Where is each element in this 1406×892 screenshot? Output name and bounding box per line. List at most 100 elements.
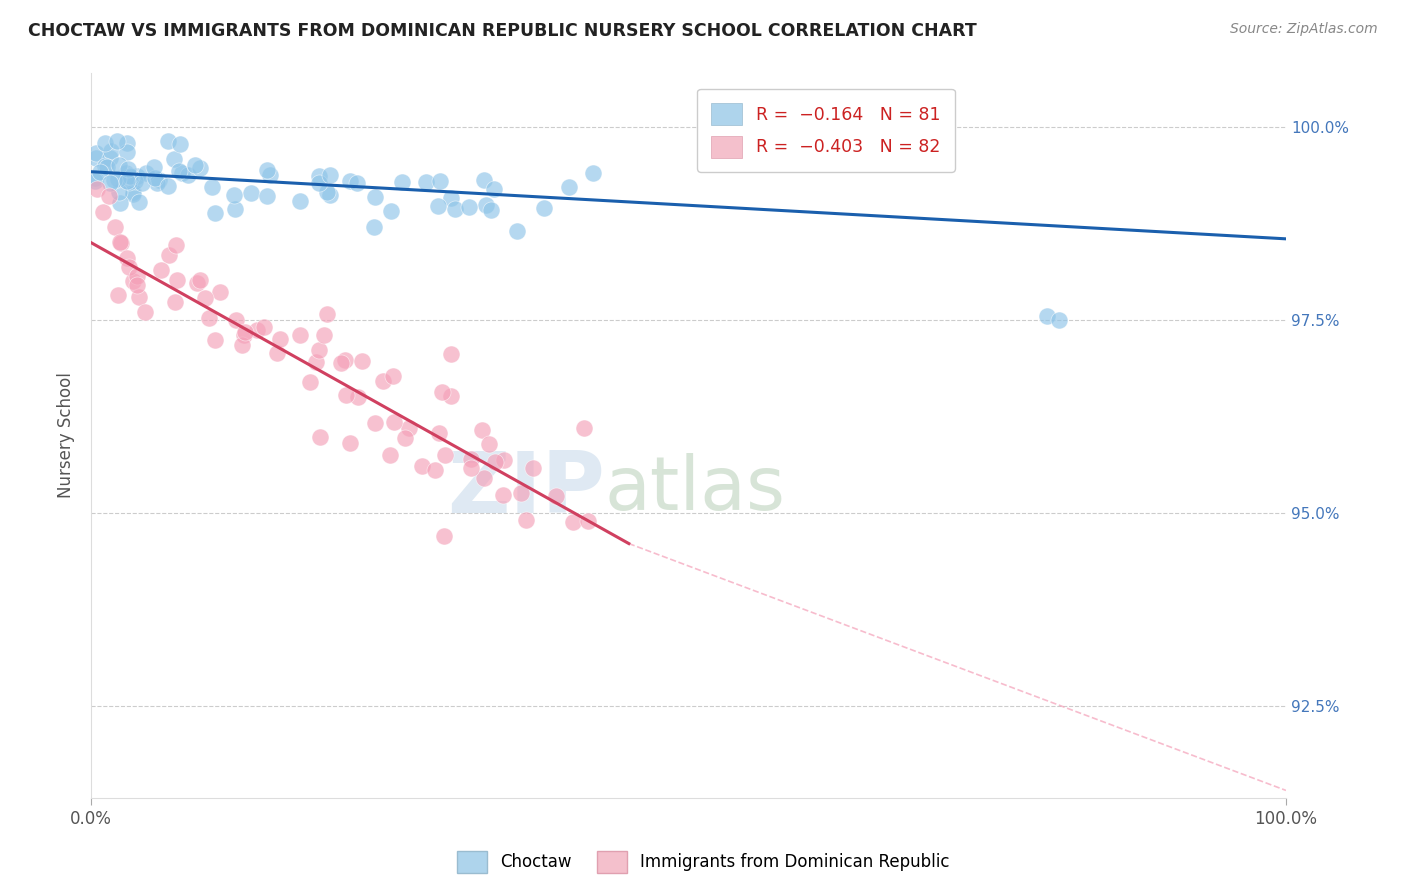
Point [89, 165, 111, 179]
Point [135, 166, 157, 180]
Point [427, 426, 450, 441]
Point [107, 287, 129, 301]
Point [225, 313, 247, 327]
Point [471, 423, 494, 437]
Text: atlas: atlas [605, 453, 786, 526]
Point [460, 461, 482, 475]
Point [298, 375, 321, 389]
Point [346, 176, 368, 190]
Point [107, 158, 129, 172]
Point [204, 206, 226, 220]
Point [429, 174, 451, 188]
Point [240, 186, 263, 200]
Point [108, 235, 131, 249]
Point [347, 390, 370, 404]
Point [515, 513, 537, 527]
Point [122, 274, 145, 288]
Point [91, 204, 114, 219]
Point [339, 436, 361, 450]
Point [121, 187, 143, 202]
Point [156, 178, 179, 193]
Point [125, 269, 148, 284]
Point [308, 176, 330, 190]
Point [188, 161, 211, 175]
Point [84, 171, 107, 186]
Point [121, 186, 143, 200]
Point [246, 323, 269, 337]
Point [105, 134, 128, 148]
Point [363, 416, 385, 430]
Point [425, 463, 447, 477]
Point [582, 166, 605, 180]
Point [363, 219, 385, 234]
Point [381, 369, 404, 384]
Point [432, 385, 454, 400]
Point [266, 346, 288, 360]
Point [127, 169, 149, 184]
Point [118, 175, 141, 189]
Point [256, 189, 278, 203]
Point [308, 169, 330, 184]
Point [165, 238, 187, 252]
Point [394, 431, 416, 445]
Point [146, 176, 169, 190]
Point [149, 263, 172, 277]
Point [546, 489, 568, 503]
Point [142, 161, 165, 175]
Point [170, 166, 193, 180]
Point [256, 163, 278, 178]
Point [316, 307, 339, 321]
Point [194, 291, 217, 305]
Point [108, 185, 131, 199]
Point [169, 136, 191, 151]
Point [380, 448, 402, 462]
Point [335, 388, 357, 402]
Point [305, 354, 328, 368]
Point [86, 182, 108, 196]
Text: Source: ZipAtlas.com: Source: ZipAtlas.com [1230, 22, 1378, 37]
Point [107, 171, 129, 186]
Text: CHOCTAW VS IMMIGRANTS FROM DOMINICAN REPUBLIC NURSERY SCHOOL CORRELATION CHART: CHOCTAW VS IMMIGRANTS FROM DOMINICAN REP… [28, 22, 977, 40]
Point [440, 191, 463, 205]
Point [117, 162, 139, 177]
Point [350, 353, 373, 368]
Point [115, 145, 138, 160]
Point [115, 251, 138, 265]
Legend: R =  −0.164   N = 81, R =  −0.403   N = 82: R = −0.164 N = 81, R = −0.403 N = 82 [697, 89, 955, 172]
Point [104, 220, 127, 235]
Point [382, 415, 405, 429]
Point [574, 421, 596, 435]
Point [484, 455, 506, 469]
Point [231, 338, 253, 352]
Point [533, 202, 555, 216]
Point [108, 195, 131, 210]
Point [330, 356, 353, 370]
Point [186, 276, 208, 290]
Point [576, 514, 599, 528]
Point [183, 158, 205, 172]
Point [478, 437, 501, 451]
Y-axis label: Nursery School: Nursery School [58, 373, 75, 499]
Point [224, 202, 246, 216]
Point [1047, 313, 1070, 327]
Point [125, 277, 148, 292]
Point [163, 152, 186, 166]
Point [558, 180, 581, 194]
Point [204, 333, 226, 347]
Point [100, 177, 122, 191]
Point [94, 159, 117, 173]
Point [339, 173, 361, 187]
Point [143, 171, 166, 186]
Point [233, 325, 256, 339]
Point [380, 203, 402, 218]
Point [427, 199, 450, 213]
Point [335, 353, 357, 368]
Point [373, 374, 395, 388]
Point [157, 248, 180, 262]
Point [115, 136, 138, 151]
Point [474, 198, 496, 212]
Point [128, 194, 150, 209]
Point [198, 310, 221, 325]
Text: ZIP: ZIP [447, 448, 605, 531]
Point [506, 224, 529, 238]
